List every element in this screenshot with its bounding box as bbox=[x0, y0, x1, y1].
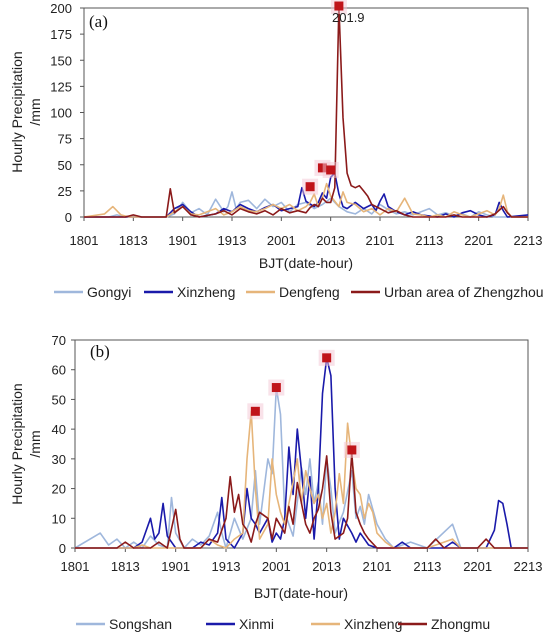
y-tick-label: 75 bbox=[58, 132, 72, 147]
y-tick-label: 100 bbox=[50, 106, 72, 121]
x-tick-label: 1901 bbox=[168, 233, 197, 248]
series-line-dengfeng bbox=[83, 182, 528, 218]
y-tick-label: 30 bbox=[52, 452, 66, 467]
peak-marker bbox=[334, 1, 344, 11]
series-line-xinmi bbox=[75, 357, 528, 549]
y-tick-label: 50 bbox=[58, 158, 72, 173]
y-tick-label: 150 bbox=[50, 53, 72, 68]
x-tick-label: 1913 bbox=[212, 559, 241, 574]
panel-a-series bbox=[83, 5, 529, 218]
x-tick-label: 1901 bbox=[161, 559, 190, 574]
legend-label: Urban area of Zhengzhou bbox=[384, 284, 544, 300]
legend-label: Songshan bbox=[109, 616, 172, 632]
x-tick-label: 2101 bbox=[366, 233, 395, 248]
x-tick-label: 2213 bbox=[514, 559, 543, 574]
panel-a-y-axis-title-line1: Hourly Precipitation bbox=[9, 51, 25, 172]
panel-b-chart: (b) 0 10 20 30 40 50 60 70 1801 1813 1901 1913 2001… bbox=[9, 333, 542, 601]
x-tick-label: 1913 bbox=[218, 233, 247, 248]
legend-label: Zhongmu bbox=[431, 616, 490, 632]
x-tick-label: 2013 bbox=[316, 233, 345, 248]
x-tick-label: 2001 bbox=[267, 233, 296, 248]
peak-marker bbox=[347, 445, 357, 455]
peak-marker bbox=[326, 165, 336, 175]
series-line-gongyi bbox=[84, 191, 528, 218]
y-tick-label: 200 bbox=[50, 1, 72, 16]
y-tick-label: 125 bbox=[50, 79, 72, 94]
peak-marker bbox=[305, 182, 315, 192]
x-tick-label: 2013 bbox=[312, 559, 341, 574]
panel-a-peak-label: 201.9 bbox=[332, 10, 365, 25]
panel-a-x-axis-title: BJT(date-hour) bbox=[259, 255, 353, 271]
legend-label: Xinmi bbox=[239, 616, 274, 632]
y-tick-label: 70 bbox=[52, 333, 66, 348]
panel-a-label: (a) bbox=[89, 12, 108, 31]
y-tick-label: 50 bbox=[52, 392, 66, 407]
x-tick-label: 2101 bbox=[363, 559, 392, 574]
legend-label: Gongyi bbox=[87, 284, 131, 300]
panel-b-x-ticks: 1801 1813 1901 1913 2001 2013 2101 2113 2201 2213 bbox=[61, 548, 543, 574]
panel-a-x-ticks: 1801 1813 1901 1913 2001 2013 2101 2113 2201 2213 bbox=[70, 217, 543, 248]
panel-b-label: (b) bbox=[90, 342, 110, 361]
panel-a-markers bbox=[302, 0, 347, 195]
panel-b-plot-frame bbox=[74, 339, 529, 549]
panel-b-series bbox=[74, 357, 528, 549]
peak-marker bbox=[271, 383, 281, 393]
panel-a-legend: Gongyi Xinzheng Dengfeng Urban area of Zhen… bbox=[54, 284, 544, 300]
x-tick-label: 2001 bbox=[262, 559, 291, 574]
x-tick-label: 2113 bbox=[415, 233, 443, 248]
x-tick-label: 2113 bbox=[413, 559, 441, 574]
legend-label: Xinzheng bbox=[177, 284, 235, 300]
panel-b-y-ticks: 0 10 20 30 40 50 60 70 bbox=[52, 333, 75, 556]
legend-label: Xinzheng bbox=[344, 616, 402, 632]
x-tick-label: 1813 bbox=[111, 559, 140, 574]
y-tick-label: 0 bbox=[59, 541, 66, 556]
y-tick-label: 20 bbox=[52, 482, 66, 497]
series-line-xinzheng bbox=[75, 410, 528, 549]
panel-a-y-ticks: 0 25 50 75 100 125 150 175 200 bbox=[50, 1, 84, 225]
panel-a-y-axis-title-line2: /mm bbox=[27, 98, 43, 125]
panel-b-legend: Songshan Xinmi Xinzheng Zhongmu bbox=[76, 616, 490, 632]
peak-marker bbox=[322, 353, 332, 363]
y-tick-label: 10 bbox=[52, 511, 66, 526]
panel-b-y-axis-title-line2: /mm bbox=[27, 430, 43, 457]
panel-b-x-axis-title: BJT(date-hour) bbox=[254, 585, 348, 601]
legend-label: Dengfeng bbox=[279, 284, 340, 300]
y-tick-label: 175 bbox=[50, 27, 72, 42]
x-tick-label: 1801 bbox=[70, 233, 99, 248]
x-tick-label: 2201 bbox=[464, 233, 493, 248]
x-tick-label: 2201 bbox=[463, 559, 492, 574]
peak-marker bbox=[250, 406, 260, 416]
x-tick-label: 1801 bbox=[61, 559, 90, 574]
panel-b-y-axis-title-line1: Hourly Precipitation bbox=[9, 383, 25, 504]
y-tick-label: 40 bbox=[52, 422, 66, 437]
y-tick-label: 0 bbox=[65, 210, 72, 225]
peak-marker bbox=[317, 163, 327, 173]
x-tick-label: 1813 bbox=[119, 233, 148, 248]
y-tick-label: 60 bbox=[52, 363, 66, 378]
series-line-urban-area-of-zhengzhou bbox=[84, 5, 528, 218]
x-tick-label: 2213 bbox=[514, 233, 543, 248]
y-tick-label: 25 bbox=[58, 184, 72, 199]
series-line-zhongmu bbox=[75, 452, 528, 549]
panel-b-markers bbox=[247, 349, 360, 458]
